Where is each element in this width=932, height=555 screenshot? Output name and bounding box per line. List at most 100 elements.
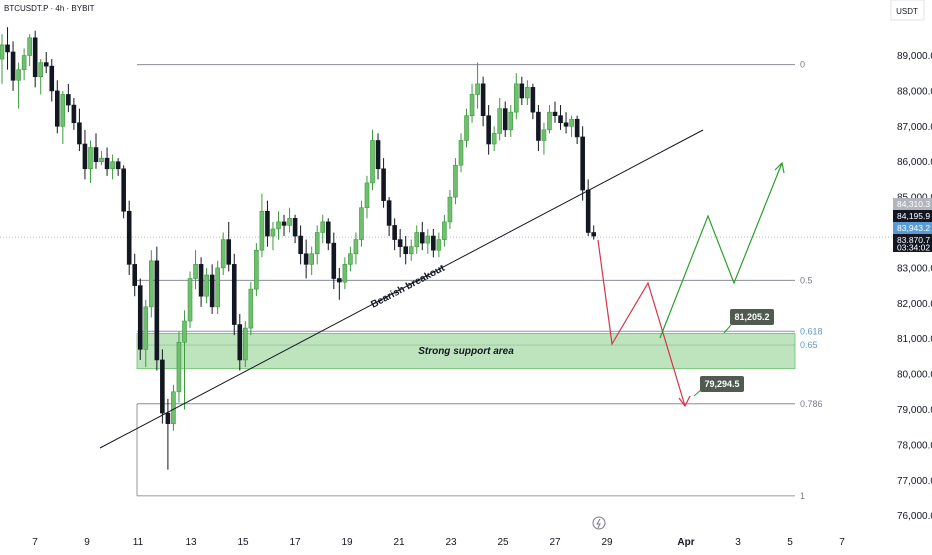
candle-body [132,264,138,286]
target-tag-1 [730,309,774,325]
time-tick-label: 29 [601,537,613,548]
candle-body [32,37,38,78]
candle-body [464,115,469,141]
candle-body [497,108,503,134]
candle-body [215,267,220,308]
time-tick-label: 7 [839,537,845,548]
candle-body [5,44,10,53]
time-tick-label: 13 [185,537,197,548]
candle-body [209,274,215,308]
candle-body [337,278,342,283]
candle-body [176,341,182,393]
time-tick-label: 3 [735,537,741,548]
candle-body [298,235,303,255]
candle-body [303,253,309,265]
time-tick-label: 9 [84,537,90,548]
candle-body [171,391,176,424]
candle-body [375,140,381,170]
candle-body [149,260,154,308]
candle-body [160,359,165,414]
candle-body [0,44,5,60]
candle-body [77,122,82,145]
candle-body [276,221,281,230]
price-tick-label: 87,000.0 [897,122,932,133]
candle-body [137,285,143,350]
candle-body [314,232,320,255]
candle-body [115,161,121,170]
price-axis[interactable]: 89,000.088,000.087,000.086,000.085,000.0… [893,0,932,550]
candle-body [386,200,392,226]
fib-label-0: 0 [800,60,805,70]
fib-retracement: 0 0.5 0.618 0.65 0.786 1 [136,60,823,501]
target-tags: 81,205.2 79,294.5 [700,309,774,392]
replay-icon[interactable] [592,516,606,530]
bullish-projection-path [659,162,783,339]
time-axis[interactable]: 7 9 11 13 15 17 19 21 23 25 27 29 Apr 3 5 7 [32,537,845,548]
price-tick-label: 81,000.0 [897,334,932,345]
candle-body [248,288,254,329]
price-tick-label: 77,000.0 [897,476,932,487]
candle-body [99,157,104,163]
candle-body [165,412,171,424]
time-tick-label: 23 [445,537,457,548]
fib-label-0.786: 0.786 [800,399,823,409]
candle-body [458,140,464,166]
candle-body [49,65,55,92]
target-value-2: 79,294.5 [704,379,739,389]
candle-body [259,210,265,251]
candle-body [182,320,187,343]
candle-body [287,218,292,226]
time-tick-label: Apr [677,537,694,548]
price-axis-bg [893,0,932,550]
chart-title: BTCUSDT.P · 4h · BYBIT [4,4,95,13]
price-tag-value: 84,310.3 [897,199,930,209]
price-tick-label: 86,000.0 [897,157,932,168]
candle-body [414,232,420,247]
candle-body [325,221,331,244]
time-tick-label: 11 [133,537,144,548]
currency-badge[interactable] [890,0,925,21]
time-tick-label: 7 [32,537,38,548]
candle-body [243,327,248,361]
candle-body [237,324,243,361]
fib-label-0.5: 0.5 [800,275,813,285]
candle-body [16,69,21,81]
candle-body [38,62,44,78]
price-tag-bg [893,243,932,252]
candle-body [469,94,475,116]
candle-body [71,104,77,124]
target-1-pointer [723,324,732,334]
candle-body [154,260,160,361]
candle-body [552,111,558,116]
candle-body [320,221,326,233]
fib-label-1: 1 [800,491,805,501]
header: BTCUSDT.P · 4h · BYBIT USDT [4,0,925,21]
candle-body [563,122,569,127]
candle-body [21,55,27,70]
time-tick-label: 17 [289,537,301,548]
candle-body [88,147,93,170]
candle-body [364,182,370,209]
candle-body [292,218,298,237]
candle-body [143,306,149,350]
candle-body [547,111,552,131]
price-tick-label: 82,000.0 [897,299,932,310]
bearish-projection-path [597,239,686,407]
candle-body [110,161,115,170]
candle-body [425,235,431,244]
time-tick-label: 15 [237,537,249,548]
candle-body [475,83,480,95]
candle-body [392,225,397,240]
candle-body [104,157,110,170]
candle-body [270,228,276,237]
candle-body [580,136,585,191]
candle-body [569,118,574,127]
candle-body [403,246,408,255]
candle-body [480,83,486,116]
candle-body [82,143,88,170]
candle-body [265,210,270,237]
price-tick-label: 78,000.0 [897,440,932,451]
candle-body [574,118,580,138]
